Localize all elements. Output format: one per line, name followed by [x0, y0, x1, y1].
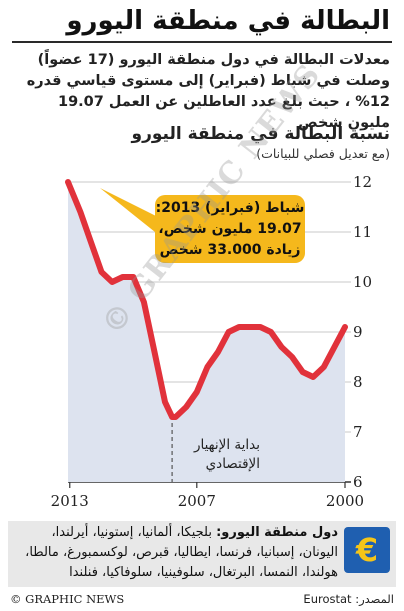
data-point-7 [269, 330, 273, 334]
data-point-20 [142, 300, 146, 304]
data-point-15 [184, 405, 188, 409]
members-label: دول منطقة اليورو: [216, 525, 338, 540]
euro-icon: € [344, 527, 390, 573]
data-point-18 [163, 400, 167, 404]
data-point-17 [170, 415, 174, 419]
data-point-13 [205, 365, 209, 369]
unemployment-chart: 6 7 8 9 10 11 12 2000 2007 2013 [51, 173, 372, 510]
data-point-6 [279, 345, 283, 349]
x-tick-label-1: 2007 [178, 492, 216, 510]
data-point-1 [332, 345, 336, 349]
credit-text: © GRAPHIC NEWS [10, 592, 125, 606]
y-tick-label-4: 10 [353, 273, 372, 291]
data-point-12 [216, 350, 220, 354]
y-tick-label-6: 12 [353, 173, 372, 191]
chart-subtitle: (مع تعديل فصلي للبيانات) [256, 146, 390, 161]
data-point-11 [227, 330, 231, 334]
intro-text: معدلات البطالة في دول منطقة اليورو (17 ع… [26, 52, 390, 131]
data-point-19 [152, 350, 156, 354]
data-point-26 [78, 210, 82, 214]
chart-title: نسبة البطالة في منطقة اليورو [131, 124, 390, 144]
members-text: دول منطقة اليورو: بلجيكا، ألمانيا، إستون… [14, 523, 338, 583]
data-point-16 [174, 415, 178, 419]
data-point-9 [248, 325, 252, 329]
x-tick-label-2: 2013 [51, 492, 89, 510]
data-point-23 [110, 280, 114, 284]
data-point-24 [100, 270, 104, 274]
data-point-8 [258, 325, 262, 329]
page-title: البطالة في منطقة اليورو [66, 6, 390, 36]
callout-box: شباط (فبراير) 2013: 19.07 مليون شخص، زيا… [155, 195, 305, 263]
callout-pointer [100, 188, 160, 236]
y-tick-label-5: 11 [353, 223, 372, 241]
data-point-27 [66, 180, 70, 184]
y-tick-label-1: 7 [353, 423, 363, 441]
euro-glyph: € [355, 531, 379, 569]
data-point-14 [195, 390, 199, 394]
y-tick-label-3: 9 [353, 323, 363, 341]
data-point-0 [343, 325, 347, 329]
x-tick-label-0: 2000 [326, 492, 364, 510]
unemployment-area [68, 182, 345, 482]
y-tick-label-0: 6 [353, 473, 363, 491]
members-countries: بلجيكا، ألمانيا، إستونيا، أيرلندا، اليون… [25, 525, 338, 580]
callout-text: شباط (فبراير) 2013: 19.07 مليون شخص، زيا… [155, 200, 305, 258]
data-point-21 [131, 275, 135, 279]
data-point-3 [311, 375, 315, 379]
data-point-22 [121, 275, 125, 279]
title-rule [12, 41, 392, 43]
data-point-2 [322, 365, 326, 369]
data-point-25 [89, 240, 93, 244]
unemployment-line [65, 179, 348, 420]
data-point-4 [301, 370, 305, 374]
crisis-annotation: بداية الإنهيار الإقتصادي [193, 437, 260, 472]
source-text: المصدر: Eurostat [303, 592, 394, 606]
data-point-10 [237, 325, 241, 329]
data-point-5 [290, 355, 294, 359]
footer: © GRAPHIC NEWS المصدر: Eurostat [10, 590, 394, 608]
members-panel: € دول منطقة اليورو: بلجيكا، ألمانيا، إست… [8, 521, 396, 587]
y-tick-label-2: 8 [353, 373, 363, 391]
